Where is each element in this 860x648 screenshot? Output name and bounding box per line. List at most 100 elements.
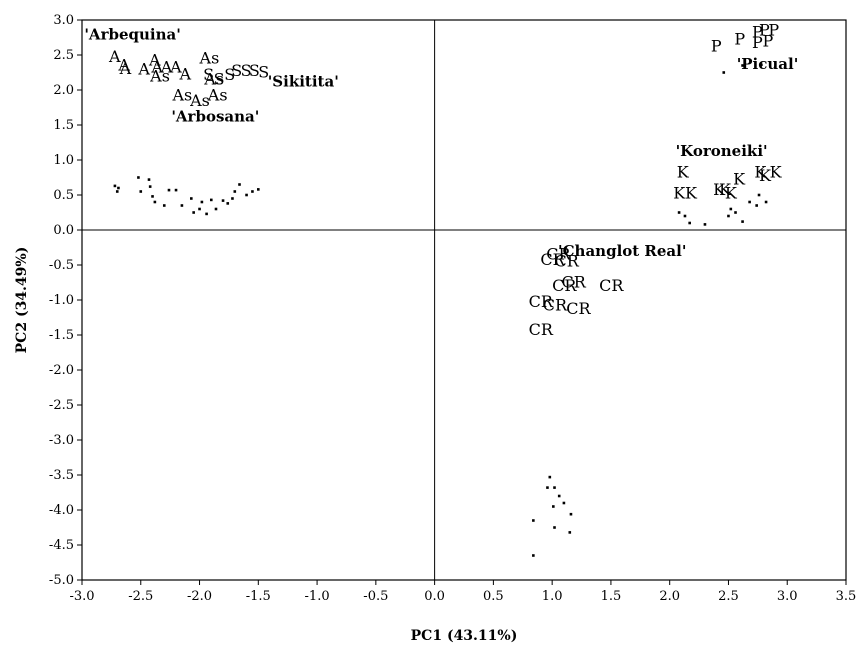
- reference-lines: [82, 20, 846, 580]
- score-point: [209, 198, 213, 202]
- sample-marker: As: [172, 86, 193, 105]
- score-point: [727, 214, 730, 218]
- x-axis-title: PC1 (43.11%): [411, 628, 518, 644]
- x-tick-label: -0.5: [363, 589, 388, 604]
- sample-marker: CR: [529, 320, 554, 339]
- sample-marker: P: [752, 33, 763, 52]
- score-point: [552, 505, 555, 508]
- score-point: [688, 221, 691, 225]
- sample-marker: CR: [599, 276, 624, 295]
- x-tick-label: 0.0: [424, 589, 445, 604]
- score-point: [174, 188, 178, 192]
- y-tick-label: -5.0: [49, 573, 74, 588]
- score-point: [741, 220, 744, 223]
- sample-marker: As: [207, 86, 228, 105]
- score-point: [257, 188, 260, 191]
- score-point: [677, 211, 681, 214]
- score-point: [139, 190, 143, 193]
- sample-marker: P: [763, 32, 774, 51]
- y-tick-label: -2.5: [49, 398, 74, 413]
- x-tick-label: 1.0: [542, 589, 563, 604]
- y-tick-label: -1.5: [49, 328, 74, 343]
- score-point: [553, 486, 556, 489]
- y-tick-label: -2.0: [49, 363, 74, 378]
- y-axis-title: PC2 (34.49%): [14, 247, 30, 354]
- cultivar-label: 'Koroneiki': [676, 142, 768, 160]
- score-point: [113, 184, 117, 188]
- sample-marker: S: [258, 62, 269, 81]
- sample-marker: A: [179, 65, 192, 84]
- sample-marker: A: [137, 60, 150, 79]
- sample-marker: As: [149, 67, 170, 86]
- y-tick-label: 1.5: [53, 118, 74, 133]
- y-tick-label: -4.5: [49, 538, 74, 553]
- sample-marker: CR: [529, 292, 554, 311]
- score-point: [192, 211, 195, 214]
- sample-marker: As: [203, 69, 224, 88]
- sample-marker: A: [148, 51, 161, 70]
- y-tick-label: -0.5: [49, 258, 74, 273]
- sample-marker: A: [119, 59, 132, 78]
- score-point: [162, 204, 166, 207]
- score-point: [233, 190, 237, 193]
- x-tick-label: 1.5: [601, 589, 622, 604]
- score-point: [221, 199, 225, 202]
- x-tick-label: -3.0: [69, 589, 94, 604]
- score-point: [205, 212, 208, 216]
- sample-marker: K: [713, 180, 726, 199]
- score-point: [167, 188, 171, 192]
- sample-marker: CR: [555, 251, 580, 270]
- score-point: [760, 63, 763, 67]
- sample-marker: S: [203, 65, 214, 84]
- x-tick-label: 3.5: [836, 589, 857, 604]
- score-point: [245, 193, 248, 197]
- y-tick-label: 2.5: [53, 48, 74, 63]
- score-point: [546, 486, 549, 489]
- score-point: [557, 494, 561, 498]
- y-tick-label: 1.0: [53, 153, 74, 168]
- y-tick-label: 0.5: [53, 188, 74, 203]
- sample-marker: CR: [552, 276, 577, 295]
- axes: -3.0 -2.5 -2.0 -1.5 -1.0 -0.5 0.0 0.5 1.0 1.5 2.0 2…: [49, 13, 856, 604]
- sample-marker: CR: [562, 272, 587, 291]
- group-labels: 'Arbequina' 'Sikitita' 'Arbosana' 'Picual' '…: [84, 26, 798, 260]
- x-tick-label: -2.0: [187, 589, 212, 604]
- score-point: [137, 176, 140, 179]
- cultivar-label: 'Arbequina': [84, 26, 180, 44]
- y-tick-label: 0.0: [53, 223, 74, 238]
- sample-marker: A: [169, 58, 182, 77]
- sample-marker: P: [768, 20, 779, 39]
- score-point: [569, 512, 573, 516]
- y-tick-label: 3.0: [53, 13, 74, 28]
- score-point: [147, 178, 151, 181]
- score-point: [532, 554, 535, 557]
- y-tick-label: -3.5: [49, 468, 74, 483]
- cultivar-label: 'Arbosana': [171, 108, 259, 126]
- sample-marker: K: [733, 170, 746, 189]
- score-point: [734, 211, 737, 214]
- sample-marker: A: [150, 58, 163, 77]
- x-tick-label: 2.0: [659, 589, 680, 604]
- sample-marker: As: [189, 91, 210, 110]
- score-point: [198, 207, 201, 211]
- score-point: [115, 190, 119, 193]
- sample-marker: CR: [566, 299, 591, 318]
- sample-marker: S: [231, 61, 242, 80]
- score-point: [748, 200, 751, 204]
- sample-marker: K: [673, 184, 686, 203]
- score-point: [562, 501, 566, 505]
- sample-marker: As: [199, 48, 220, 67]
- score-point: [251, 190, 254, 193]
- score-point: [231, 197, 234, 200]
- sample-marker: K: [725, 184, 738, 203]
- score-point: [553, 526, 556, 529]
- score-point: [148, 185, 152, 188]
- x-tick-label: 0.5: [483, 589, 504, 604]
- sample-marker: A: [160, 58, 173, 77]
- score-point: [214, 207, 218, 211]
- sample-marker: K: [754, 163, 767, 182]
- score-point: [153, 200, 157, 204]
- sample-marker: CR: [540, 250, 565, 269]
- score-point: [238, 183, 241, 186]
- sample-marker: P: [734, 30, 745, 49]
